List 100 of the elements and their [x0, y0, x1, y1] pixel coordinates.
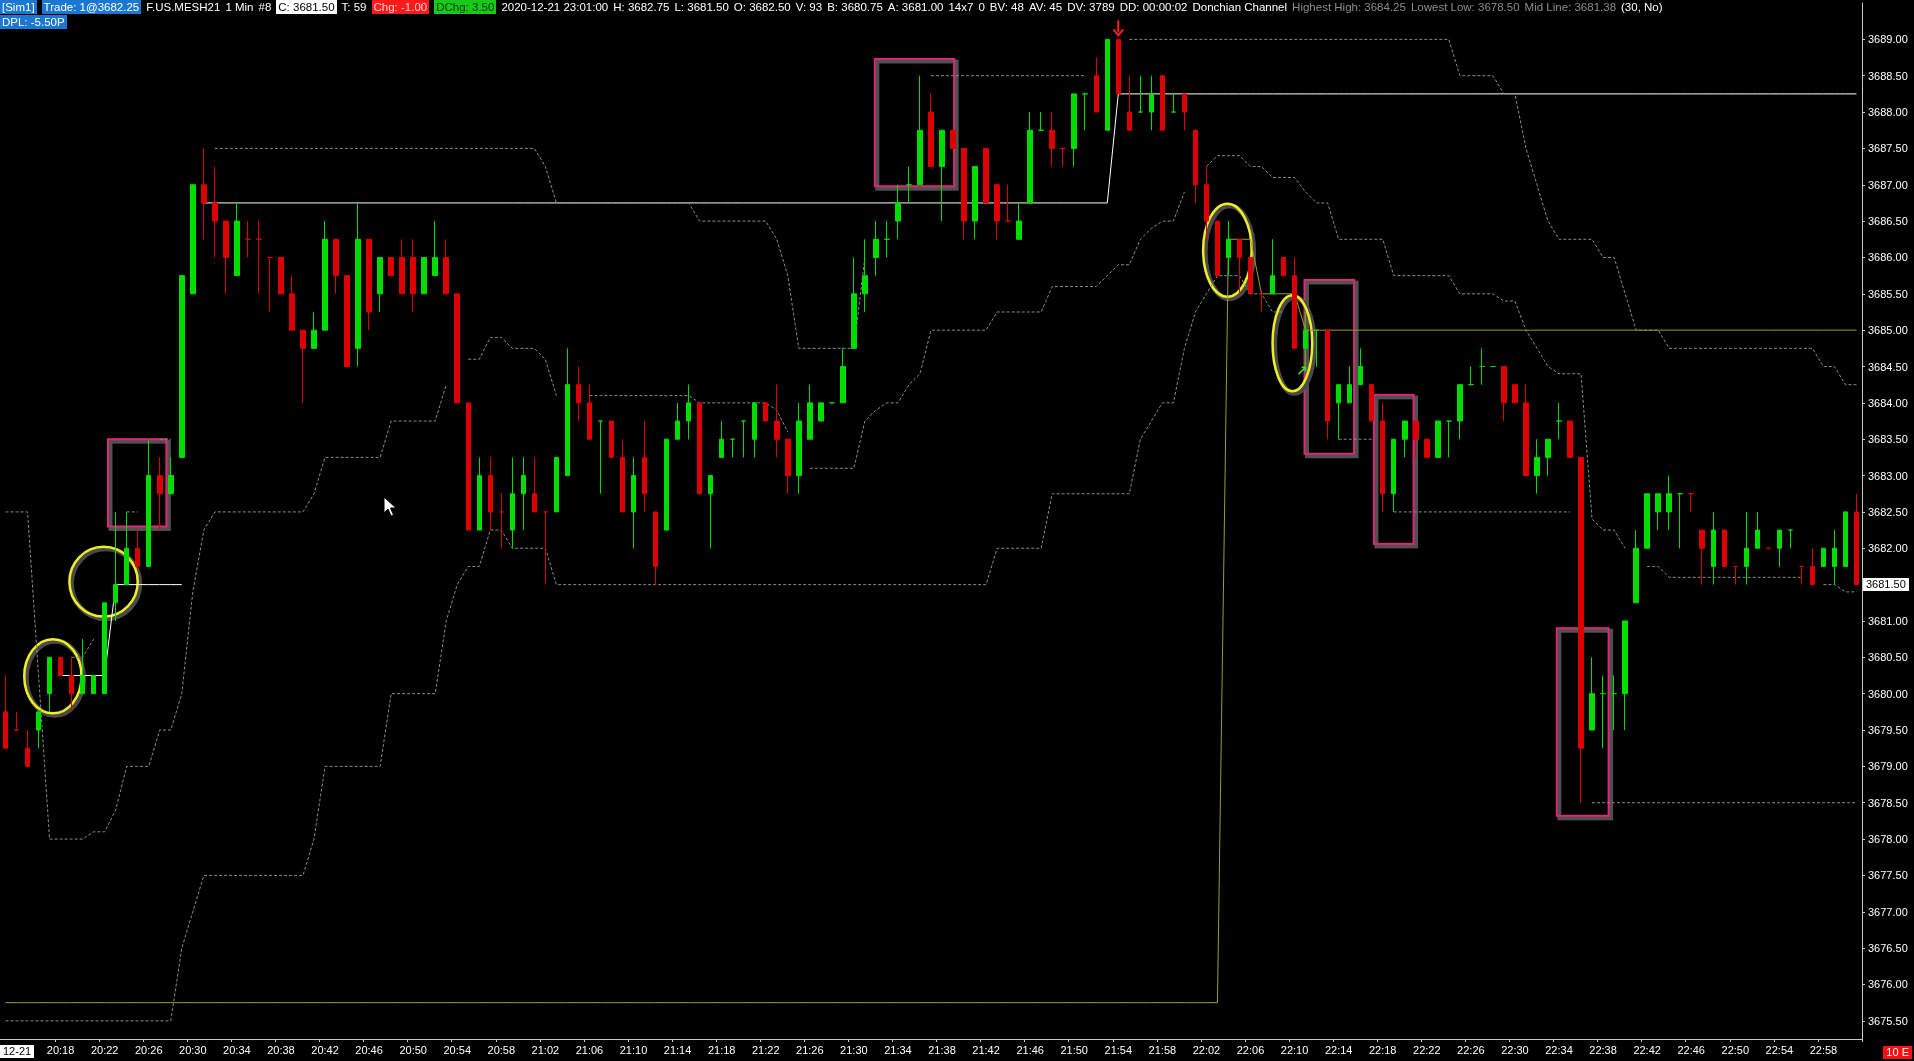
candlestick — [102, 602, 107, 695]
y-tick-label: 3683.50 — [1868, 433, 1908, 446]
x-tick-label: 21:06 — [575, 1043, 604, 1056]
x-tick-label: 22:54 — [1765, 1043, 1794, 1056]
candlestick — [1347, 366, 1352, 404]
candlestick — [1711, 511, 1716, 586]
candlestick — [289, 275, 295, 331]
candlestick — [1094, 57, 1099, 113]
y-tick-label: 3680.00 — [1868, 687, 1908, 700]
candlestick — [1699, 529, 1705, 586]
candlestick — [1556, 402, 1562, 440]
x-tick-label: 20:30 — [179, 1043, 207, 1056]
y-tick-label: 3688.50 — [1868, 69, 1908, 82]
x-tick-label: 21:46 — [1016, 1043, 1044, 1056]
candlestick — [576, 366, 581, 422]
candlestick — [653, 511, 658, 586]
x-tick-label: 21:58 — [1148, 1043, 1177, 1056]
annotation: Mid Line: 3681.38 — [1524, 0, 1617, 14]
candlestick — [609, 420, 614, 458]
candlestick — [146, 438, 151, 567]
annotation: 0 — [978, 0, 985, 14]
candlestick — [113, 511, 118, 622]
candlestick — [1402, 420, 1408, 458]
candlestick — [1788, 529, 1793, 549]
candlestick — [58, 656, 63, 676]
x-tick-label: 20:54 — [443, 1043, 471, 1056]
x-tick-label: 21:22 — [751, 1043, 780, 1056]
candlestick — [377, 256, 383, 313]
candlestick — [14, 711, 19, 731]
x-tick-label: 22:58 — [1809, 1043, 1838, 1056]
candlestick — [421, 256, 427, 295]
candlestick — [190, 184, 196, 295]
candlestick — [1611, 674, 1617, 731]
candlestick — [1358, 347, 1363, 386]
candlestick — [1435, 420, 1441, 458]
candlestick — [884, 220, 890, 258]
y-tick-label: 3688.00 — [1868, 106, 1908, 119]
x-tick-label: 20:42 — [311, 1043, 339, 1056]
candlestick — [1038, 111, 1044, 131]
x-tick-label: 21:02 — [531, 1043, 560, 1056]
text: 10 E — [1883, 1046, 1912, 1059]
candlestick — [168, 456, 174, 495]
y-tick-label: 3677.50 — [1868, 869, 1908, 882]
candlestick — [1589, 656, 1595, 731]
candlestick — [961, 147, 967, 240]
candlestick — [686, 384, 691, 440]
candlestick — [47, 656, 52, 713]
x-tick-label: 21:42 — [972, 1043, 1000, 1056]
x-tick-label: 20:58 — [487, 1043, 516, 1056]
x-tick-label: 20:26 — [134, 1043, 163, 1056]
x-tick-label: 22:42 — [1633, 1043, 1661, 1056]
annotation: B: 3680.75 — [827, 0, 883, 14]
y-tick-label: 3678.00 — [1868, 833, 1908, 846]
y-tick-label: 3679.50 — [1868, 724, 1908, 737]
annotation: DD: 00:00:02 — [1119, 0, 1188, 14]
annotation: 14x7 — [948, 0, 974, 14]
candlestick — [1391, 438, 1396, 513]
candlestick — [1027, 111, 1033, 204]
annotation: (30, No) — [1621, 0, 1663, 14]
x-tick-label: 20:50 — [399, 1043, 427, 1056]
candlestick — [1666, 475, 1672, 531]
candlestick — [124, 511, 129, 586]
candlestick — [521, 456, 526, 531]
candlestick — [388, 256, 394, 277]
candlestick — [1600, 674, 1606, 749]
y-tick-label: 3679.00 — [1868, 760, 1908, 773]
x-tick-label: 22:38 — [1589, 1043, 1617, 1056]
candlestick — [1303, 311, 1308, 368]
candlestick — [1060, 147, 1066, 168]
x-tick-label: 22:06 — [1236, 1043, 1265, 1056]
candlestick — [697, 402, 702, 495]
candlestick — [1832, 529, 1837, 586]
annotation: L: 3681.50 — [674, 0, 729, 14]
y-tick-label: 3680.50 — [1868, 651, 1908, 664]
annotation: T: 59 — [341, 0, 367, 14]
candlestick — [1160, 75, 1165, 131]
x-tick-label: 21:54 — [1104, 1043, 1133, 1056]
annotation: O: 3682.50 — [733, 0, 791, 14]
candlestick — [1755, 511, 1760, 549]
x-tick-label: 21:14 — [663, 1043, 692, 1056]
candlestick — [1281, 256, 1286, 277]
candlestick — [565, 347, 570, 477]
candlestick — [1270, 238, 1275, 295]
candlestick — [91, 674, 96, 695]
candlestick — [1380, 402, 1385, 513]
candlestick — [432, 220, 438, 277]
y-tick-label: 3687.00 — [1868, 178, 1908, 191]
x-tick-label: 21:34 — [884, 1043, 912, 1056]
x-tick-label: 20:38 — [267, 1043, 295, 1056]
candlestick — [785, 438, 791, 495]
candlestick — [69, 656, 74, 713]
y-tick-label: 3685.00 — [1868, 324, 1908, 337]
candlestick — [300, 329, 306, 404]
candlestick — [917, 75, 923, 186]
candlestick — [410, 238, 416, 313]
candlestick — [1799, 565, 1804, 586]
y-tick-label: 3676.00 — [1868, 978, 1908, 991]
candlestick — [1457, 384, 1463, 440]
y-tick-label: 3685.50 — [1868, 287, 1908, 300]
candlestick — [796, 402, 802, 495]
